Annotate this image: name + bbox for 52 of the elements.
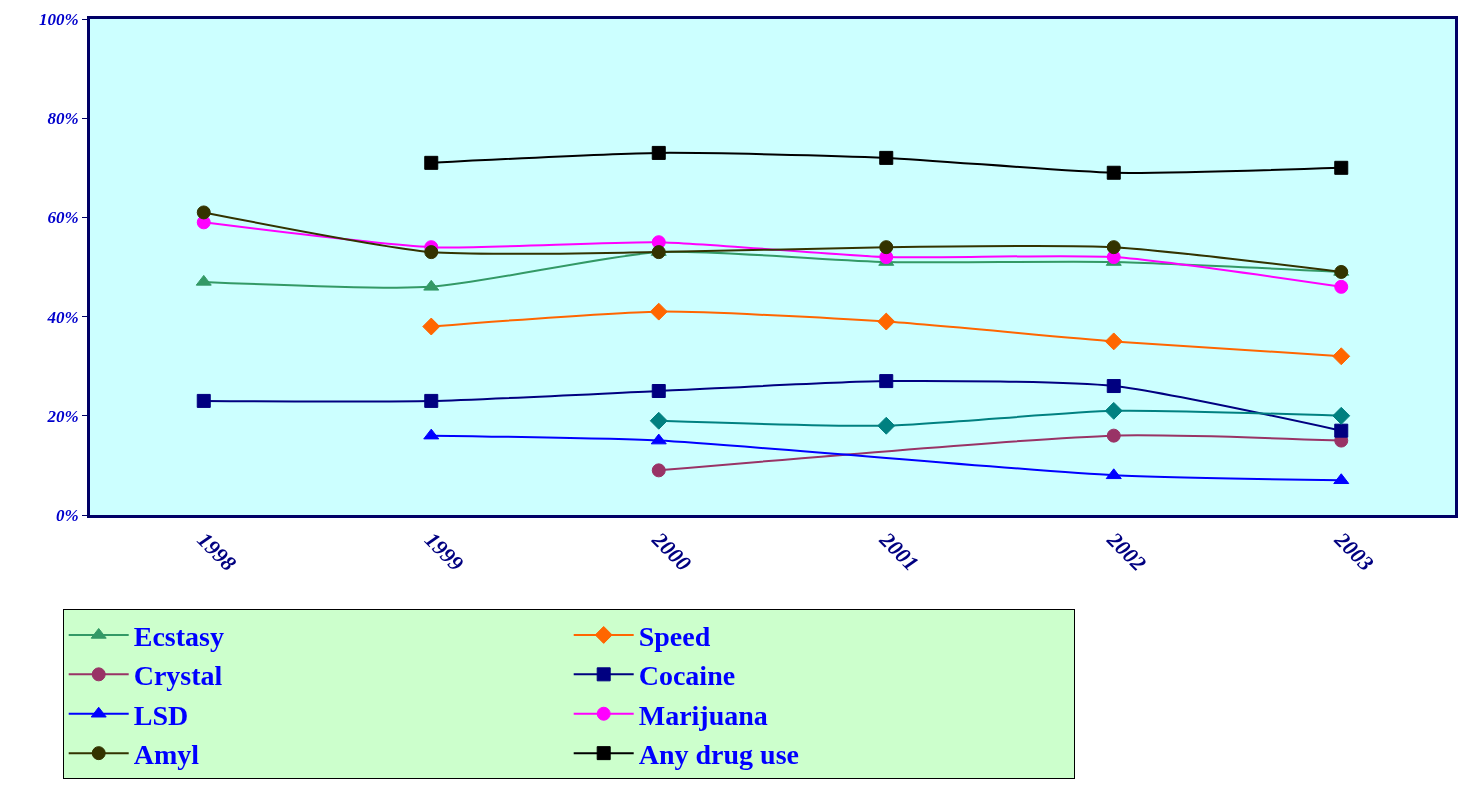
point [1334, 423, 1349, 438]
legend-label: Crystal [133, 660, 223, 692]
y-tick-label: 40% [46, 307, 79, 327]
x-tick-label: 2003 [1329, 526, 1379, 576]
point [423, 428, 440, 440]
point [650, 433, 667, 445]
legend-label: Ecstasy [133, 620, 224, 652]
y-tick-label: 20% [46, 406, 79, 426]
point [877, 416, 896, 435]
x-tick-label: 1998 [192, 527, 242, 576]
point [196, 205, 211, 220]
point [651, 245, 666, 260]
point [1332, 347, 1351, 366]
point [649, 411, 668, 430]
point [649, 302, 668, 321]
x-tick-label: 1999 [419, 527, 469, 576]
legend-label: Amyl [133, 739, 200, 771]
point [1105, 468, 1122, 480]
point [1106, 240, 1121, 255]
point [879, 150, 894, 165]
point [651, 145, 666, 160]
point [1104, 332, 1123, 351]
point [879, 374, 894, 389]
point [1332, 406, 1351, 425]
point [879, 240, 894, 255]
point [1106, 379, 1121, 394]
point [1106, 165, 1121, 180]
point [196, 393, 211, 408]
point [877, 312, 896, 331]
legend-label: Speed [638, 620, 711, 652]
point [1334, 279, 1349, 294]
point [424, 155, 439, 170]
point [1334, 160, 1349, 175]
legend-label: LSD [133, 699, 189, 731]
legend-label: Marijuana [638, 699, 768, 731]
point [423, 279, 440, 291]
point [651, 384, 666, 398]
y-tick-label: 0% [55, 505, 79, 525]
legend-label: Cocaine [638, 660, 736, 692]
y-tick-label: 80% [47, 109, 79, 129]
point [1106, 428, 1121, 443]
y-tick-label: 100% [38, 9, 79, 29]
point [422, 317, 441, 336]
legend-label: Any drug use [638, 739, 799, 771]
point [1104, 401, 1123, 420]
point [424, 245, 439, 260]
point [195, 274, 212, 286]
point [651, 463, 666, 478]
point [1333, 473, 1350, 485]
x-tick-label: 2000 [646, 526, 697, 576]
y-tick-label: 60% [47, 208, 79, 228]
point [424, 393, 439, 408]
